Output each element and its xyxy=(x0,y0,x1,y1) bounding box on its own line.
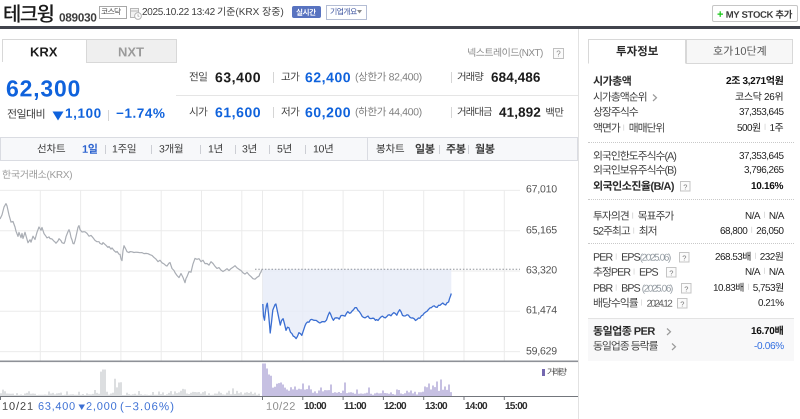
svg-text:?: ? xyxy=(680,299,684,308)
svg-text:?: ? xyxy=(669,268,673,277)
svg-text:?: ? xyxy=(683,183,687,192)
svg-text:?: ? xyxy=(682,253,686,262)
svg-text:?: ? xyxy=(556,50,561,59)
svg-text:?: ? xyxy=(684,284,688,293)
